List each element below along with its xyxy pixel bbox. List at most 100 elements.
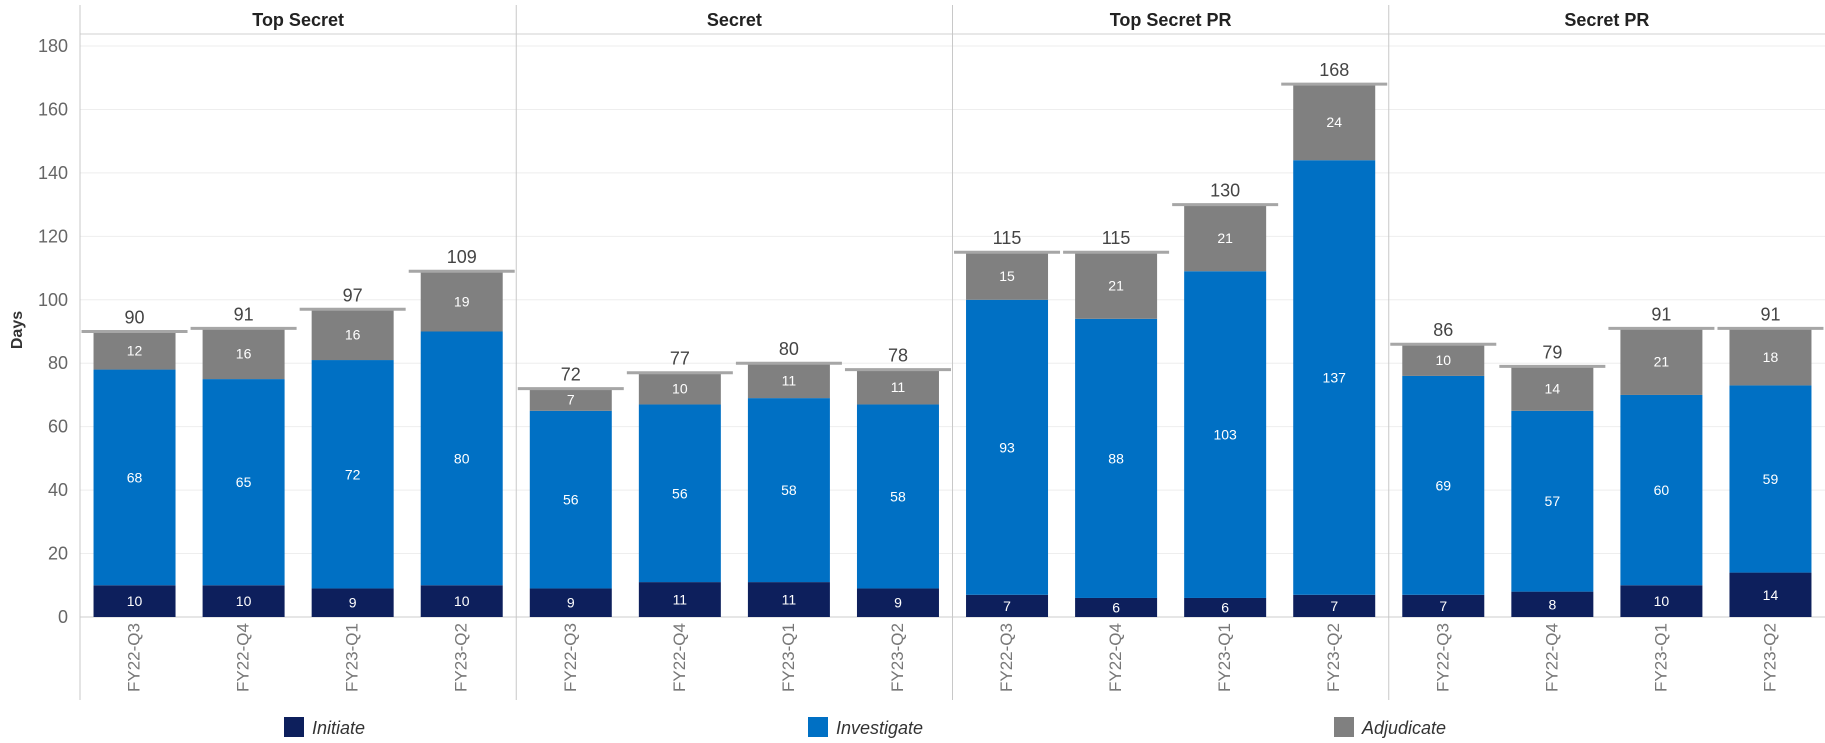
bar-segment-investigate	[966, 299, 1049, 595]
y-axis-label: Days	[9, 311, 26, 349]
bar-segment-investigate	[529, 410, 612, 589]
bar-segment-adjudicate	[1184, 204, 1267, 272]
segment-value-label: 24	[1326, 114, 1342, 130]
segment-value-label: 65	[236, 474, 252, 490]
segment-value-label: 11	[782, 592, 797, 608]
x-tick-label: FY23-Q1	[1651, 623, 1670, 692]
bar-segment-adjudicate	[1511, 366, 1594, 411]
bar-segment-initiate	[1729, 572, 1812, 617]
segment-value-label: 8	[1548, 596, 1556, 612]
legend-label-adjudicate: Adjudicate	[1361, 718, 1446, 738]
x-tick-label: FY22-Q3	[997, 623, 1016, 692]
y-tick-label: 160	[38, 99, 68, 119]
legend-label-initiate: Initiate	[312, 718, 365, 738]
segment-value-label: 10	[1435, 352, 1451, 368]
segment-value-label: 7	[1439, 598, 1447, 614]
bar-segment-initiate	[1184, 597, 1267, 617]
bar-segment-initiate	[1511, 591, 1594, 617]
x-tick-label: FY23-Q1	[779, 623, 798, 692]
total-value-label: 78	[888, 346, 908, 366]
bar-segment-adjudicate	[311, 309, 394, 361]
segment-value-label: 19	[454, 293, 470, 309]
bar-segment-investigate	[93, 369, 176, 586]
segment-value-label: 7	[567, 392, 575, 408]
segment-value-label: 14	[1545, 381, 1561, 397]
segment-value-label: 10	[127, 593, 143, 609]
total-value-label: 72	[561, 365, 581, 385]
bar-segment-adjudicate	[747, 363, 830, 399]
segment-value-label: 7	[1330, 598, 1338, 614]
bar-segment-investigate	[202, 379, 285, 586]
segment-value-label: 80	[454, 450, 470, 466]
y-tick-label: 60	[48, 417, 68, 437]
x-tick-label: FY22-Q3	[125, 623, 144, 692]
segment-value-label: 14	[1763, 587, 1779, 603]
bar-segment-initiate	[747, 582, 830, 617]
segment-value-label: 69	[1435, 477, 1451, 493]
total-value-label: 130	[1210, 181, 1240, 201]
bar-segment-adjudicate	[1620, 328, 1703, 395]
segment-value-label: 137	[1323, 369, 1347, 385]
bar-segment-investigate	[1075, 318, 1158, 598]
bar-segment-initiate	[638, 582, 721, 617]
bar-segment-initiate	[1293, 594, 1376, 617]
bar-segment-adjudicate	[420, 271, 503, 332]
bar-segment-adjudicate	[966, 252, 1049, 300]
segment-value-label: 68	[127, 469, 143, 485]
bar-segment-adjudicate	[202, 328, 285, 380]
segment-value-label: 16	[345, 327, 361, 343]
x-tick-label: FY23-Q2	[452, 623, 471, 692]
bar-segment-investigate	[1729, 385, 1812, 573]
segment-value-label: 16	[236, 346, 252, 362]
x-tick-label: FY22-Q3	[1433, 623, 1452, 692]
bar-segment-initiate	[1402, 594, 1485, 617]
segment-value-label: 7	[1003, 598, 1011, 614]
y-tick-label: 120	[38, 226, 68, 246]
segment-value-label: 21	[1217, 230, 1233, 246]
segment-value-label: 93	[999, 439, 1015, 455]
bar-segment-adjudicate	[638, 372, 721, 405]
bar-segment-investigate	[1184, 271, 1267, 598]
total-value-label: 91	[1651, 304, 1671, 324]
bar-segment-adjudicate	[93, 331, 176, 370]
y-tick-label: 140	[38, 163, 68, 183]
segment-value-label: 18	[1763, 349, 1779, 365]
total-value-label: 86	[1433, 320, 1453, 340]
segment-value-label: 10	[672, 381, 688, 397]
bar-segment-investigate	[1511, 410, 1594, 592]
bar-segment-investigate	[1402, 375, 1485, 595]
segment-value-label: 6	[1112, 599, 1120, 615]
legend-swatch-investigate	[808, 717, 828, 737]
segment-value-label: 6	[1221, 599, 1229, 615]
x-tick-label: FY23-Q2	[1324, 623, 1343, 692]
panel-title: Secret PR	[1564, 10, 1649, 30]
y-tick-label: 80	[48, 353, 68, 373]
segment-value-label: 56	[563, 492, 579, 508]
x-tick-label: FY22-Q4	[234, 623, 253, 692]
bar-segment-adjudicate	[1075, 252, 1158, 319]
segment-value-label: 10	[1654, 593, 1670, 609]
segment-value-label: 11	[673, 592, 688, 608]
bar-segment-investigate	[856, 404, 939, 589]
bar-segment-initiate	[1075, 597, 1158, 617]
bar-segment-initiate	[1620, 585, 1703, 617]
x-tick-label: FY23-Q1	[1215, 623, 1234, 692]
y-tick-label: 180	[38, 36, 68, 56]
bar-segment-investigate	[638, 404, 721, 583]
bar-segment-investigate	[1293, 160, 1376, 595]
x-tick-label: FY23-Q2	[888, 623, 907, 692]
segment-value-label: 11	[782, 373, 797, 389]
total-value-label: 90	[125, 308, 145, 328]
segment-value-label: 60	[1654, 482, 1670, 498]
x-tick-label: FY22-Q3	[561, 623, 580, 692]
y-tick-label: 100	[38, 290, 68, 310]
bar-segment-adjudicate	[856, 369, 939, 405]
bar-segment-initiate	[420, 585, 503, 617]
segment-value-label: 56	[672, 485, 688, 501]
segment-value-label: 57	[1545, 493, 1561, 509]
bar-segment-adjudicate	[1293, 84, 1376, 161]
segment-value-label: 72	[345, 466, 361, 482]
legend-swatch-adjudicate	[1334, 717, 1354, 737]
bar-segment-investigate	[1620, 394, 1703, 586]
